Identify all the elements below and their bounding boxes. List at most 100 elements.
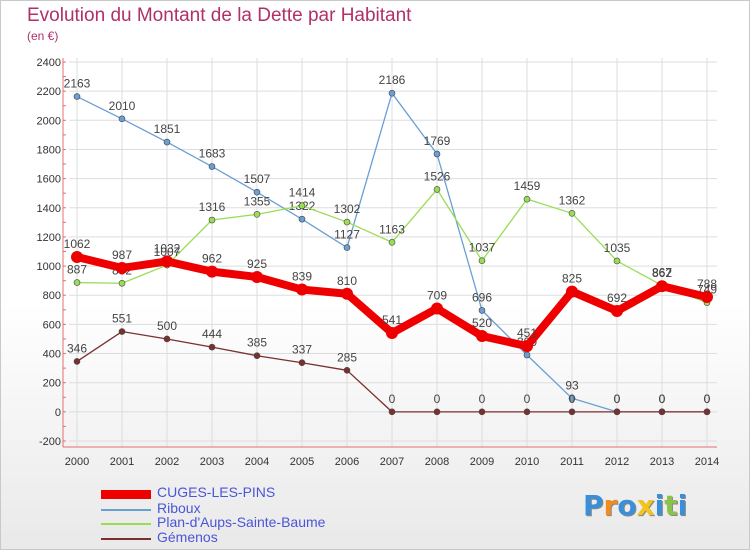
data-point-g-menos: [118, 328, 126, 335]
data-label-riboux: 0: [659, 392, 666, 406]
data-label-riboux: 0: [614, 392, 621, 406]
data-point-cuges-les-pins: [701, 290, 713, 303]
data-point-g-menos: [658, 408, 666, 416]
y-tick-label: 1000: [37, 261, 61, 273]
data-point-riboux: [298, 215, 306, 223]
x-tick-label: 2003: [200, 456, 224, 468]
data-point-g-menos: [568, 408, 576, 416]
data-point-plan-d-aups-sainte-baume: [433, 186, 441, 193]
logo-letter: P: [583, 489, 604, 522]
data-point-plan-d-aups-sainte-baume: [298, 202, 306, 210]
data-point-g-menos: [523, 408, 531, 416]
data-label-cuges-les-pins: 692: [607, 291, 627, 305]
data-label-g-menos: 0: [479, 392, 486, 406]
data-label-riboux: 1127: [334, 228, 360, 242]
data-point-g-menos: [208, 343, 216, 351]
data-point-g-menos: [343, 367, 351, 374]
data-point-riboux: [523, 351, 531, 359]
x-tick-label: 2013: [650, 456, 674, 468]
data-label-cuges-les-pins: 1062: [64, 237, 91, 251]
data-label-g-menos: 0: [614, 392, 621, 406]
data-point-riboux: [253, 188, 261, 196]
data-label-plan-d-aups-sainte-baume: 1007: [154, 245, 181, 259]
x-tick-label: 2014: [695, 456, 719, 468]
data-point-cuges-les-pins: [296, 283, 308, 296]
y-tick-label: 1400: [37, 203, 61, 215]
legend-swatch: [101, 538, 151, 540]
data-label-plan-d-aups-sainte-baume: 887: [67, 263, 87, 277]
data-label-g-menos: 444: [202, 327, 222, 341]
x-tick-label: 2001: [110, 456, 134, 468]
y-tick-label: 1600: [37, 174, 61, 186]
chart-title: Evolution du Montant de la Dette par Hab…: [27, 5, 412, 26]
x-tick-label: 2006: [335, 456, 359, 468]
y-tick-label: -200: [39, 436, 61, 448]
data-label-plan-d-aups-sainte-baume: 1459: [514, 179, 541, 193]
y-tick-label: 600: [43, 319, 61, 331]
data-label-cuges-les-pins: 520: [472, 316, 492, 330]
data-point-riboux: [208, 163, 216, 170]
legend-swatch: [101, 523, 151, 525]
x-tick-label: 2000: [65, 456, 89, 468]
y-tick-label: 2000: [37, 115, 61, 127]
x-tick-label: 2011: [560, 456, 584, 468]
data-label-cuges-les-pins: 810: [337, 274, 357, 288]
data-label-riboux: 1851: [154, 122, 181, 136]
data-label-plan-d-aups-sainte-baume: 1414: [289, 186, 316, 200]
data-point-cuges-les-pins: [476, 330, 488, 343]
data-point-plan-d-aups-sainte-baume: [208, 216, 216, 224]
data-point-g-menos: [73, 358, 81, 365]
data-point-plan-d-aups-sainte-baume: [523, 195, 531, 203]
legend-label: Gémenos: [157, 529, 218, 545]
legend-label: CUGES-LES-PINS: [157, 484, 276, 500]
data-label-g-menos: 285: [337, 350, 357, 364]
data-point-riboux: [118, 115, 126, 123]
logo-letter: i: [654, 489, 665, 522]
data-point-cuges-les-pins: [611, 304, 623, 317]
x-tick-label: 2004: [245, 456, 269, 468]
data-label-plan-d-aups-sainte-baume: 1526: [424, 169, 451, 183]
logo-letter: r: [603, 489, 618, 522]
legend-label: Riboux: [157, 500, 201, 516]
data-label-g-menos: 0: [569, 392, 576, 406]
data-point-riboux: [343, 244, 351, 251]
data-label-g-menos: 337: [292, 343, 312, 357]
data-point-g-menos: [163, 335, 171, 343]
data-label-riboux: 696: [472, 290, 492, 304]
data-label-g-menos: 346: [67, 341, 87, 355]
data-point-plan-d-aups-sainte-baume: [343, 218, 351, 226]
data-point-cuges-les-pins: [656, 280, 668, 293]
data-label-plan-d-aups-sainte-baume: 1163: [379, 222, 405, 236]
data-point-g-menos: [478, 408, 486, 416]
data-label-riboux: 1507: [244, 172, 271, 186]
data-label-g-menos: 385: [247, 336, 267, 350]
data-label-g-menos: 0: [434, 392, 441, 406]
data-point-riboux: [568, 394, 576, 402]
data-label-riboux: 2010: [109, 99, 136, 113]
data-point-riboux: [73, 93, 81, 100]
data-point-riboux: [433, 150, 441, 158]
data-label-g-menos: 0: [659, 392, 666, 406]
data-point-g-menos: [613, 408, 621, 416]
data-point-cuges-les-pins: [251, 271, 263, 284]
chart-subtitle: (en €): [27, 29, 59, 43]
proxiti-logo: Proxiti: [583, 489, 687, 522]
x-tick-label: 2008: [425, 456, 449, 468]
data-point-g-menos: [388, 408, 396, 416]
x-tick-label: 2012: [605, 456, 629, 468]
data-point-plan-d-aups-sainte-baume: [118, 279, 126, 287]
logo-letter: i: [677, 489, 688, 522]
data-label-plan-d-aups-sainte-baume: 1037: [469, 241, 496, 255]
data-label-plan-d-aups-sainte-baume: 1302: [334, 202, 361, 216]
data-point-plan-d-aups-sainte-baume: [253, 211, 261, 218]
data-point-g-menos: [253, 352, 261, 360]
legend-swatch: [101, 490, 151, 499]
data-point-cuges-les-pins: [566, 285, 578, 298]
x-tick-label: 2007: [380, 456, 404, 468]
data-label-plan-d-aups-sainte-baume: 1035: [604, 241, 631, 255]
y-tick-label: 2400: [37, 57, 61, 69]
data-label-plan-d-aups-sainte-baume: 1362: [559, 193, 586, 207]
data-point-g-menos: [433, 408, 441, 416]
x-tick-label: 2010: [515, 456, 539, 468]
